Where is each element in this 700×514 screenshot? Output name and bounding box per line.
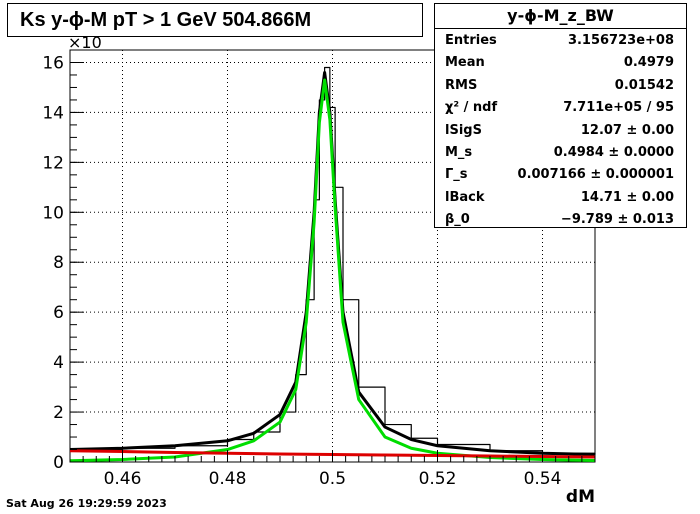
stats-value: 0.007166 ± 0.000001 bbox=[517, 167, 674, 183]
stats-row: Mean 0.4979 bbox=[435, 51, 686, 73]
stats-row: lSigS 12.07 ± 0.00 bbox=[435, 119, 686, 141]
stats-row: M_s 0.4984 ± 0.0000 bbox=[435, 141, 686, 163]
axes: 0.46 0.48 0.5 0.52 0.54 0 2 4 6 8 10 12 14 16 bbox=[42, 49, 596, 489]
stats-box: y-ϕ-M_z_BW Entries 3.156723e+08 Mean 0.4979… bbox=[434, 3, 687, 228]
stats-key: χ² / ndf bbox=[445, 100, 498, 116]
stats-title: y-ϕ-M_z_BW bbox=[435, 4, 686, 29]
stats-key: Entries bbox=[445, 33, 497, 48]
y-tick-label: 12 bbox=[42, 153, 64, 173]
x-tick-label: 0.54 bbox=[524, 469, 562, 489]
x-axis-label: dM bbox=[566, 487, 595, 507]
stats-row: Γ_s 0.007166 ± 0.000001 bbox=[435, 163, 686, 185]
stats-key: Mean bbox=[445, 55, 485, 71]
y-tick-label: 6 bbox=[53, 303, 64, 323]
stats-value: 14.71 ± 0.00 bbox=[580, 189, 674, 205]
x-tick-label: 0.48 bbox=[209, 469, 247, 489]
x-tick-label: 0.46 bbox=[104, 469, 142, 489]
y-multiplier-label: ×10 bbox=[68, 33, 102, 52]
stats-key: Γ_s bbox=[445, 167, 468, 183]
series-total-fit bbox=[69, 70, 596, 457]
stats-key: lBack bbox=[445, 189, 485, 205]
x-tick-label: 0.5 bbox=[319, 469, 346, 489]
stats-key: M_s bbox=[445, 144, 473, 160]
stats-key: β_0 bbox=[445, 212, 470, 228]
stats-value: 0.01542 bbox=[614, 77, 674, 93]
stats-row: RMS 0.01542 bbox=[435, 74, 686, 96]
stats-value: −9.789 ± 0.013 bbox=[560, 212, 674, 228]
stats-value: 0.4979 bbox=[623, 55, 674, 71]
y-tick-label: 2 bbox=[53, 403, 64, 423]
curves bbox=[69, 66, 596, 463]
stats-value: 12.07 ± 0.00 bbox=[580, 122, 674, 138]
stats-value: 3.156723e+08 bbox=[567, 33, 674, 48]
stats-row: β_0 −9.789 ± 0.013 bbox=[435, 208, 686, 230]
series-signal bbox=[69, 78, 596, 463]
y-tick-label: 8 bbox=[53, 253, 64, 273]
y-tick-label: 0 bbox=[53, 453, 64, 473]
stats-key: RMS bbox=[445, 77, 478, 93]
stats-value: 7.711e+05 / 95 bbox=[563, 100, 674, 116]
y-tick-label: 10 bbox=[42, 203, 64, 223]
stats-value: 0.4984 ± 0.0000 bbox=[553, 144, 674, 160]
stats-rows: Entries 3.156723e+08 Mean 0.4979 RMS 0.01542 χ… bbox=[435, 29, 686, 231]
y-tick-label: 16 bbox=[42, 53, 64, 73]
stats-key: lSigS bbox=[445, 122, 482, 138]
plot-title: Ks y-ϕ-M pT > 1 GeV 504.866M bbox=[7, 3, 423, 37]
x-tick-label: 0.52 bbox=[419, 469, 457, 489]
y-tick-label: 14 bbox=[42, 103, 64, 123]
stats-row: χ² / ndf 7.711e+05 / 95 bbox=[435, 96, 686, 118]
series-data-histogram bbox=[70, 66, 596, 455]
timestamp: Sat Aug 26 19:29:59 2023 bbox=[6, 497, 167, 510]
stats-row: Entries 3.156723e+08 bbox=[435, 29, 686, 51]
y-tick-label: 4 bbox=[53, 353, 64, 373]
stats-row: lBack 14.71 ± 0.00 bbox=[435, 186, 686, 208]
